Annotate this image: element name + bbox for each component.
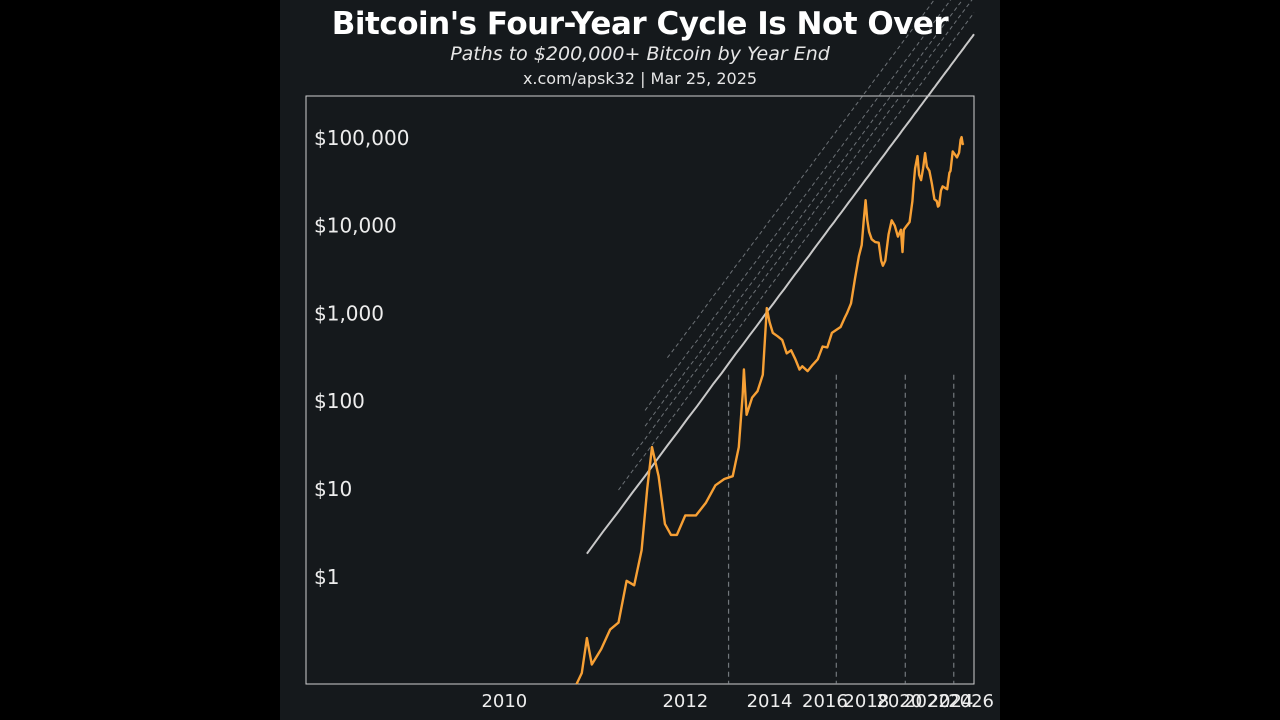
chart-subtitle: Paths to $200,000+ Bitcoin by Year End — [450, 43, 830, 65]
y-tick-label: $10,000 — [314, 214, 397, 238]
x-tick-label: 2014 — [747, 691, 793, 712]
chart: $1 $10 $100 $1,000 $10,000 $100,000 2010 2012 2… — [305, 0, 994, 712]
channel-line — [667, 0, 935, 359]
plot-frame — [305, 95, 975, 685]
y-tick-label: $10 — [314, 477, 352, 501]
y-tick-label: $1,000 — [314, 301, 384, 325]
channel-line — [618, 12, 975, 491]
chart-canvas: $1 $10 $100 $1,000 $10,000 $100,000 2010 2012 2… — [280, 0, 1000, 720]
x-tick-label: 2018 — [843, 691, 889, 712]
y-tick-label: $100 — [314, 389, 365, 413]
channel-line — [644, 0, 963, 427]
channel-line — [644, 0, 952, 411]
y-tick-label: $1 — [314, 565, 339, 589]
chart-source: x.com/apsk32 | Mar 25, 2025 — [522, 69, 758, 88]
power-law-floor-line — [586, 33, 975, 555]
channel-line — [631, 0, 973, 457]
chart-title: Bitcoin's Four-Year Cycle Is Not Over — [331, 6, 949, 42]
x-tick-label: 2020 — [876, 691, 922, 712]
x-tick-label: 2022 — [904, 691, 950, 712]
x-tick-label: 2010 — [481, 691, 527, 712]
x-tick-label: 2026 — [948, 691, 994, 712]
bitcoin-price-line — [575, 135, 965, 685]
x-tick-label: 2024 — [928, 691, 974, 712]
x-tick-label: 2012 — [662, 691, 708, 712]
y-tick-label: $100,000 — [314, 126, 409, 150]
x-tick-label: 2016 — [802, 691, 848, 712]
